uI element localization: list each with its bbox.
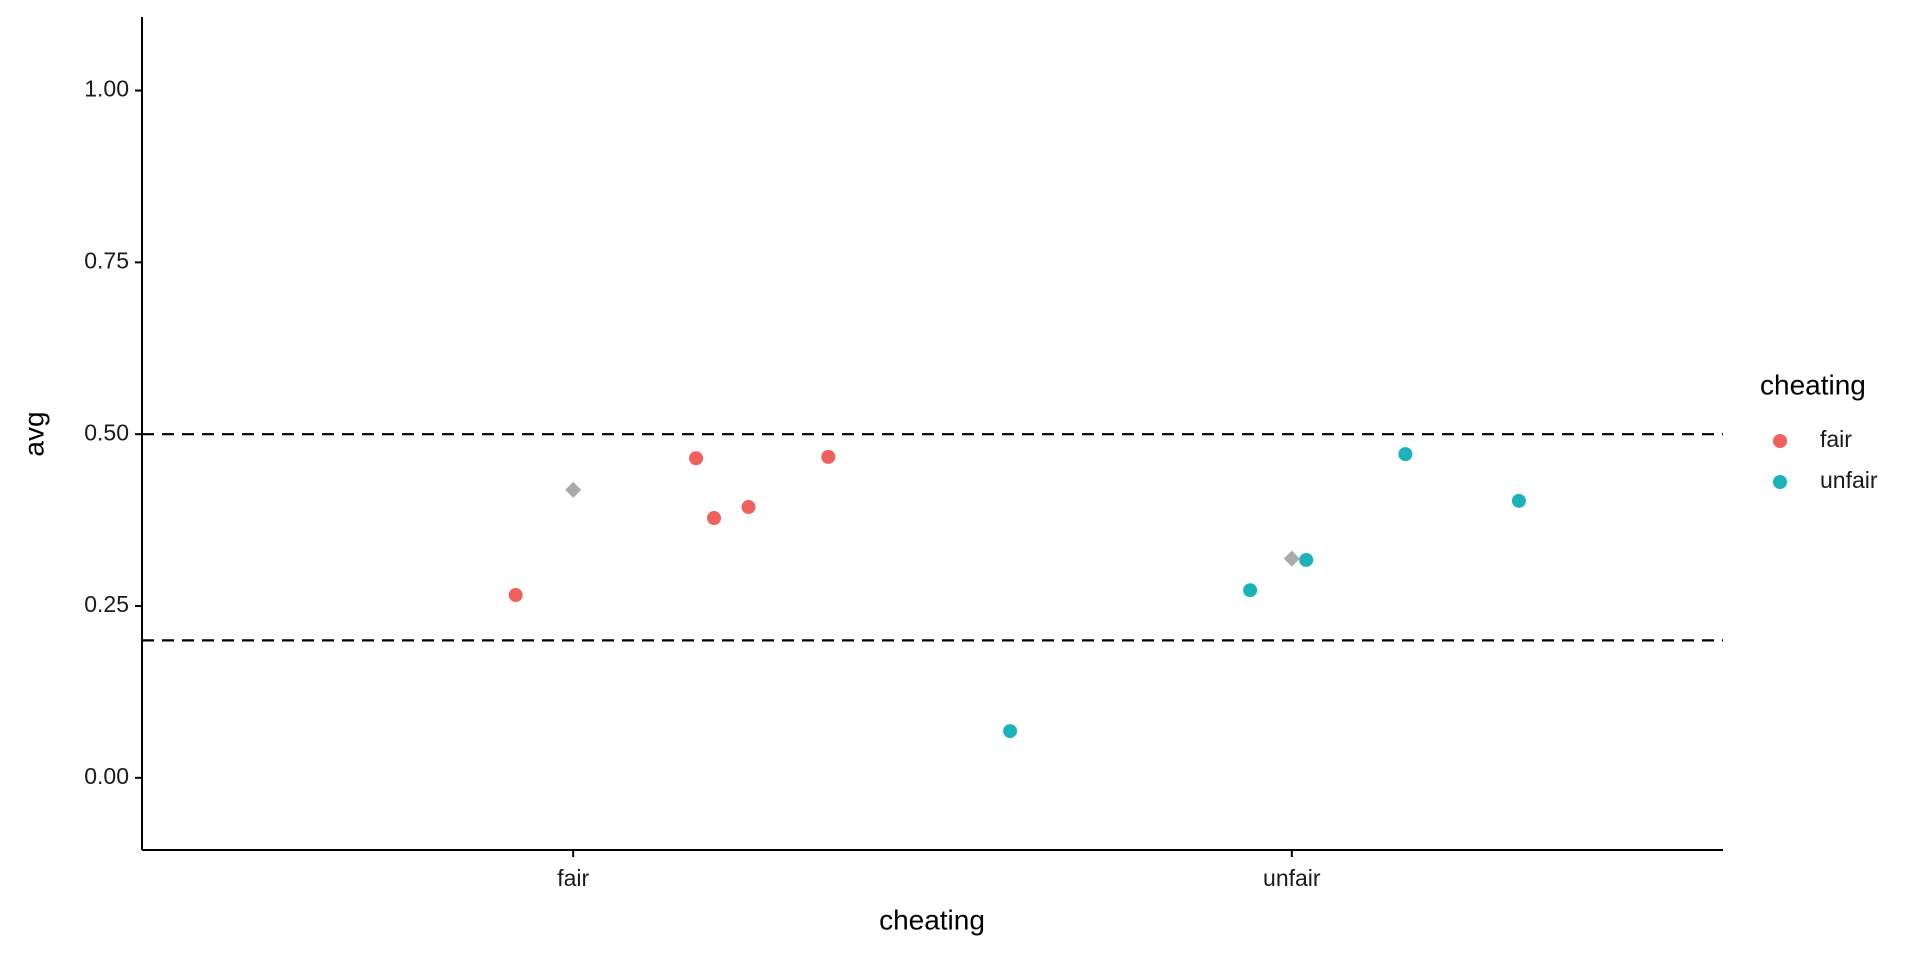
x-tick-label: unfair xyxy=(1263,865,1321,891)
y-tick-label: 0.25 xyxy=(84,591,129,617)
y-tick-label: 0.75 xyxy=(84,247,129,273)
legend-marker xyxy=(1773,475,1787,489)
legend-label: fair xyxy=(1820,426,1852,452)
legend-marker xyxy=(1773,434,1787,448)
point xyxy=(1243,583,1258,598)
y-tick-label: 0.50 xyxy=(84,419,129,445)
point xyxy=(1511,493,1526,508)
x-tick-label: fair xyxy=(557,865,589,891)
legend-label: unfair xyxy=(1820,467,1878,493)
point xyxy=(689,451,704,466)
point xyxy=(1299,552,1314,567)
point xyxy=(508,588,523,603)
legend-title: cheating xyxy=(1760,369,1866,400)
y-tick-label: 1.00 xyxy=(84,76,129,102)
point xyxy=(741,500,756,515)
y-tick-label: 0.00 xyxy=(84,763,129,789)
point xyxy=(1003,724,1018,739)
y-axis-title: avg xyxy=(18,411,49,456)
mean-point xyxy=(565,481,582,498)
x-axis-title: cheating xyxy=(879,904,985,935)
point xyxy=(707,511,722,526)
point xyxy=(821,449,836,464)
mean-point xyxy=(1283,550,1300,567)
point xyxy=(1398,447,1413,462)
